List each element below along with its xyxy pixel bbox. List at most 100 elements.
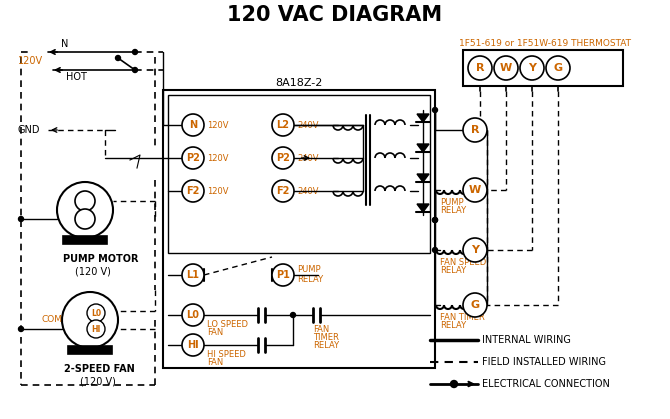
Text: TIMER: TIMER (313, 333, 339, 342)
Text: FAN TIMER: FAN TIMER (440, 313, 485, 322)
Circle shape (182, 180, 204, 202)
Text: 240V: 240V (297, 153, 318, 163)
Circle shape (450, 380, 458, 388)
Circle shape (182, 114, 204, 136)
Text: RELAY: RELAY (313, 341, 339, 350)
Text: FAN: FAN (313, 325, 329, 334)
Circle shape (182, 334, 204, 356)
Text: HI: HI (91, 324, 100, 334)
Text: P1: P1 (276, 270, 290, 280)
Text: HOT: HOT (66, 72, 87, 82)
Text: 240V: 240V (297, 186, 318, 196)
Text: P2: P2 (186, 153, 200, 163)
Circle shape (463, 238, 487, 262)
Circle shape (133, 67, 137, 72)
Text: FIELD INSTALLED WIRING: FIELD INSTALLED WIRING (482, 357, 606, 367)
Text: F2: F2 (276, 186, 289, 196)
Text: FAN: FAN (207, 358, 223, 367)
Text: L0: L0 (91, 308, 101, 318)
Text: 120 VAC DIAGRAM: 120 VAC DIAGRAM (227, 5, 443, 25)
Circle shape (182, 264, 204, 286)
Circle shape (468, 56, 492, 80)
Text: N: N (189, 120, 197, 130)
Circle shape (133, 49, 137, 54)
Text: COM: COM (41, 316, 62, 324)
Text: (120 V): (120 V) (75, 266, 111, 276)
Polygon shape (417, 144, 429, 152)
Circle shape (494, 56, 518, 80)
Text: W: W (469, 185, 481, 195)
Circle shape (272, 264, 294, 286)
Text: INTERNAL WIRING: INTERNAL WIRING (482, 335, 571, 345)
Text: RELAY: RELAY (440, 206, 466, 215)
Circle shape (87, 320, 105, 338)
Circle shape (272, 180, 294, 202)
Circle shape (75, 209, 95, 229)
Circle shape (87, 304, 105, 322)
Circle shape (272, 114, 294, 136)
Text: HI SPEED: HI SPEED (207, 350, 246, 359)
FancyBboxPatch shape (68, 346, 112, 354)
Circle shape (19, 326, 23, 331)
Circle shape (62, 292, 118, 348)
Text: P2: P2 (276, 153, 290, 163)
Text: 240V: 240V (297, 121, 318, 129)
Polygon shape (417, 204, 429, 212)
Text: GND: GND (18, 125, 40, 135)
Text: 120V: 120V (207, 186, 228, 196)
FancyBboxPatch shape (168, 95, 430, 253)
Circle shape (520, 56, 544, 80)
Text: Y: Y (471, 245, 479, 255)
Text: FAN SPEED: FAN SPEED (440, 258, 486, 267)
Text: R: R (471, 125, 479, 135)
Circle shape (19, 217, 23, 222)
Circle shape (75, 191, 95, 211)
Circle shape (115, 55, 121, 60)
Polygon shape (417, 114, 429, 122)
Circle shape (463, 293, 487, 317)
Text: 2-SPEED FAN: 2-SPEED FAN (64, 364, 135, 374)
Text: L2: L2 (277, 120, 289, 130)
Text: (120 V): (120 V) (80, 376, 116, 386)
Text: L1: L1 (186, 270, 200, 280)
FancyBboxPatch shape (163, 90, 435, 368)
Text: HI: HI (187, 340, 199, 350)
Polygon shape (417, 174, 429, 182)
Text: LO SPEED: LO SPEED (207, 320, 248, 329)
Text: 120V: 120V (18, 56, 43, 66)
Text: Y: Y (528, 63, 536, 73)
Text: G: G (470, 300, 480, 310)
Text: PUMP MOTOR: PUMP MOTOR (63, 254, 139, 264)
FancyBboxPatch shape (463, 50, 623, 86)
Text: PUMP: PUMP (297, 266, 321, 274)
Text: 8A18Z-2: 8A18Z-2 (275, 78, 323, 88)
Text: FAN: FAN (207, 328, 223, 337)
Circle shape (272, 147, 294, 169)
Text: G: G (553, 63, 563, 73)
Text: F2: F2 (186, 186, 200, 196)
Circle shape (182, 147, 204, 169)
Circle shape (546, 56, 570, 80)
Circle shape (57, 182, 113, 238)
Circle shape (433, 248, 438, 253)
Circle shape (433, 108, 438, 112)
Text: RELAY: RELAY (440, 266, 466, 275)
Text: 1F51-619 or 1F51W-619 THERMOSTAT: 1F51-619 or 1F51W-619 THERMOSTAT (459, 39, 631, 47)
Circle shape (182, 304, 204, 326)
Text: L0: L0 (186, 310, 200, 320)
Text: N: N (61, 39, 68, 49)
FancyBboxPatch shape (63, 236, 107, 244)
Text: PUMP: PUMP (440, 198, 464, 207)
Circle shape (433, 217, 438, 222)
Text: RELAY: RELAY (297, 276, 323, 285)
Text: ELECTRICAL CONNECTION: ELECTRICAL CONNECTION (482, 379, 610, 389)
Circle shape (463, 178, 487, 202)
Text: 120V: 120V (207, 121, 228, 129)
Text: RELAY: RELAY (440, 321, 466, 330)
Text: 120V: 120V (207, 153, 228, 163)
Circle shape (463, 118, 487, 142)
Circle shape (291, 313, 295, 318)
Text: R: R (476, 63, 484, 73)
Circle shape (433, 217, 438, 222)
Text: W: W (500, 63, 512, 73)
